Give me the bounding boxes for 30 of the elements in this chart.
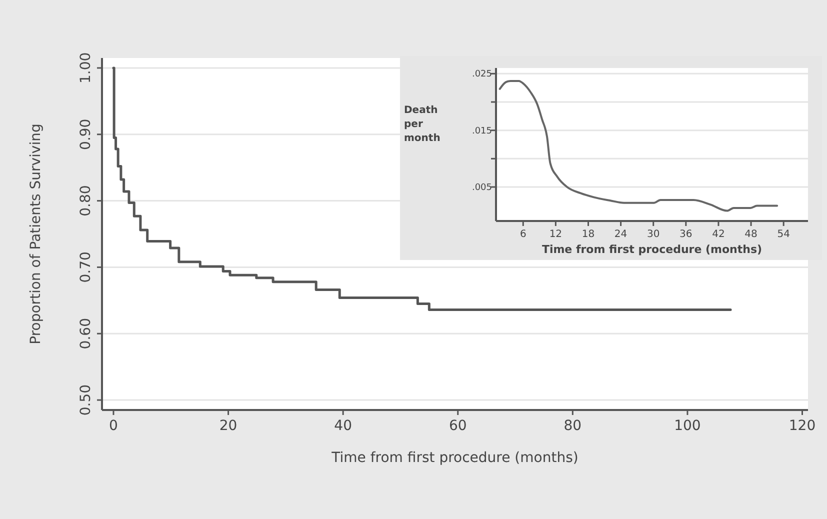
y-tick-label: 0.80 — [78, 185, 94, 216]
x-tick-label: 54 — [777, 229, 790, 240]
x-tick-label: 60 — [448, 418, 467, 434]
x-tick-label: 6 — [520, 229, 526, 240]
x-tick-label: 0 — [109, 418, 118, 434]
x-tick-label: 100 — [674, 418, 701, 434]
x-tick-label: 24 — [614, 229, 628, 240]
y-tick-label: 0.70 — [78, 252, 94, 283]
x-tick-label: 48 — [744, 229, 758, 240]
y-tick-label: 1.00 — [78, 52, 94, 84]
y-axis-title: Death per month — [404, 105, 440, 144]
x-axis-title: Time from first procedure (months) — [542, 243, 762, 256]
y-tick-label: .015 — [472, 126, 492, 136]
x-tick-label: 40 — [334, 418, 352, 434]
x-tick-label: 42 — [712, 229, 725, 240]
x-tick-label: 30 — [646, 229, 660, 240]
line-series — [498, 80, 778, 212]
x-tick-label: 20 — [219, 418, 238, 434]
y-tick-label: 0.60 — [78, 318, 94, 350]
y-tick-label: .025 — [472, 70, 492, 80]
y-axis-title: Proportion of Patients Surviving — [28, 124, 44, 344]
y-tick-label: 0.90 — [78, 118, 94, 150]
y-tick-label: .005 — [472, 183, 492, 193]
x-tick-label: 18 — [582, 229, 595, 240]
x-axis-title: Time from first procedure (months) — [330, 450, 578, 466]
x-tick-label: 12 — [549, 229, 562, 240]
x-tick-label: 80 — [564, 418, 582, 434]
x-tick-label: 120 — [788, 418, 816, 434]
x-tick-label: 36 — [680, 229, 692, 240]
y-tick-label: 0.50 — [78, 384, 94, 416]
